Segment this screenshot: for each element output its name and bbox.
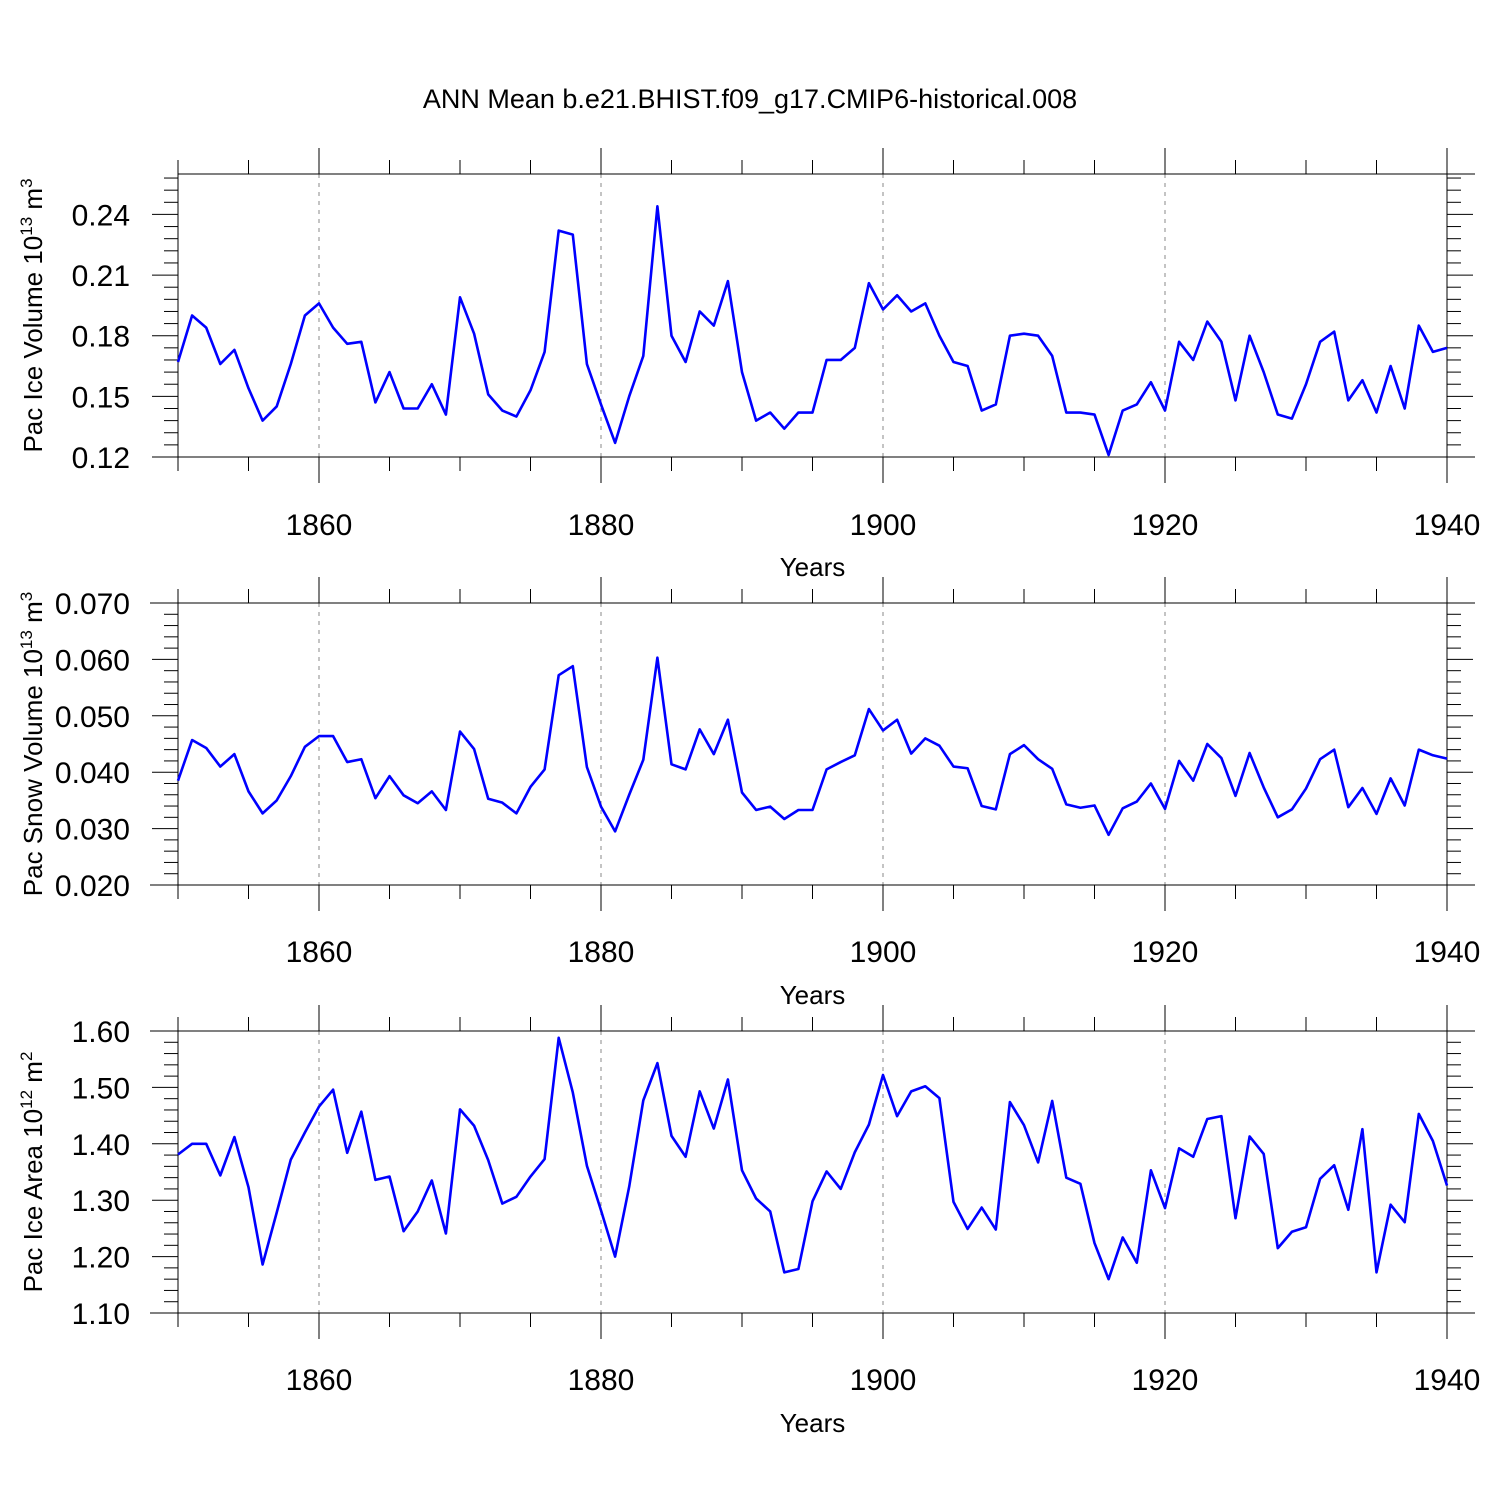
x-tick-label: 1940 (1414, 509, 1481, 542)
x-tick-label: 1940 (1414, 1364, 1481, 1397)
y-tick-label: 1.40 (72, 1129, 130, 1162)
x-tick-label: 1860 (286, 509, 353, 542)
x-tick-label: 1900 (850, 1364, 917, 1397)
y-tick-label: 0.040 (55, 757, 130, 790)
y-tick-label: 1.30 (72, 1185, 130, 1218)
x-tick-label: 1920 (1132, 509, 1199, 542)
y-tick-label: 0.060 (55, 644, 130, 677)
y-tick-label: 1.10 (72, 1298, 130, 1331)
x-tick-label: 1860 (286, 936, 353, 969)
y-tick-label: 0.15 (72, 381, 130, 414)
panel-pac-snow-volume: 0.020 0.030 0.040 0.050 0.060 0.070 1860 1880 19… (17, 577, 1480, 1010)
x-tick-label: 1900 (850, 936, 917, 969)
x-tick-label: 1860 (286, 1364, 353, 1397)
x-tick-label: 1900 (850, 509, 917, 542)
x-tick-label: 1880 (568, 1364, 635, 1397)
x-tick-label: 1880 (568, 509, 635, 542)
x-tick-label: 1920 (1132, 1364, 1199, 1397)
y-tick-label: 1.20 (72, 1242, 130, 1275)
x-axis-title: Years (780, 980, 846, 1010)
y-tick-label: 1.60 (72, 1016, 130, 1049)
chart-title: ANN Mean b.e21.BHIST.f09_g17.CMIP6-histo… (422, 84, 1078, 114)
panel-pac-ice-volume: 0.12 0.15 0.18 0.21 0.24 1860 1880 1900 1920 1940… (17, 148, 1480, 582)
panel-pac-ice-area: 1.10 1.20 1.30 1.40 1.50 1.60 1860 1880 1900 1920… (17, 1005, 1480, 1438)
y-tick-label: 0.070 (55, 588, 130, 621)
x-axis-title: Years (780, 1408, 846, 1438)
y-axis-title: Pac Ice Area 1012 m2 (17, 1052, 48, 1293)
series-line (176, 205, 1448, 457)
y-tick-label: 0.12 (72, 442, 130, 475)
x-tick-label: 1940 (1414, 936, 1481, 969)
y-tick-label: 0.24 (72, 199, 130, 232)
y-axis-title: Pac Snow Volume 1013 m3 (17, 592, 48, 896)
y-tick-label: 1.50 (72, 1072, 130, 1105)
x-axis-title: Years (780, 552, 846, 582)
y-tick-label: 0.020 (55, 870, 130, 903)
y-tick-label: 0.050 (55, 701, 130, 734)
series-line (176, 656, 1448, 837)
y-axis-title: Pac Ice Volume 1013 m3 (17, 178, 48, 452)
x-tick-label: 1880 (568, 936, 635, 969)
y-tick-label: 0.21 (72, 260, 130, 293)
x-tick-label: 1920 (1132, 936, 1199, 969)
y-tick-label: 0.030 (55, 814, 130, 847)
y-tick-label: 0.18 (72, 321, 130, 354)
series-line (177, 1036, 1449, 1281)
